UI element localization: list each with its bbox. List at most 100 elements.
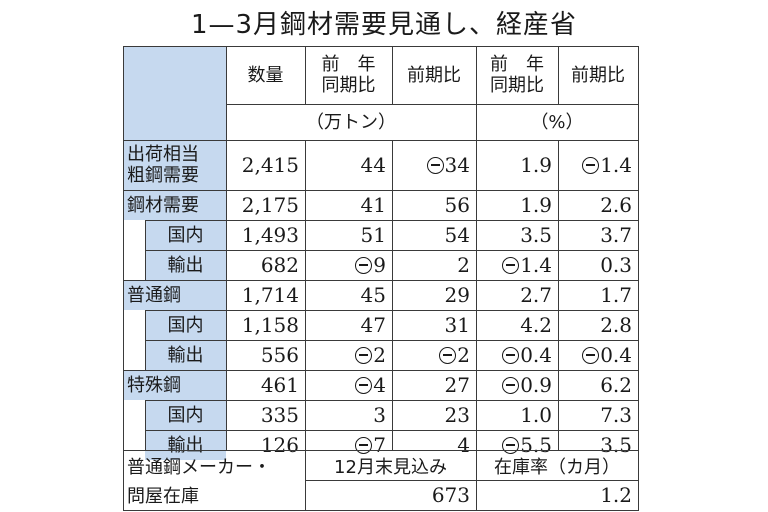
cell-qoq: 54 [444,223,470,247]
cell-qty: 556 [260,343,299,367]
row-label-bg [123,370,226,400]
cell-qoq_pct: 1.4 [558,140,638,190]
header-corner [123,46,226,140]
cell-qoq: 29 [444,283,470,307]
cell-qoq: 31 [444,313,470,337]
row-label: 輸出 [167,344,204,366]
indent-divider [145,310,146,370]
minus-circle-icon [502,346,520,364]
cell-qoq_pct: 2.8 [600,313,632,337]
header-yoy_pct: 前 年 同期比 [490,54,544,96]
cell-qty: 461 [260,373,299,397]
cell-yoy: 41 [360,193,386,217]
header-qoq: 前期比 [407,64,461,86]
row-divider [145,220,638,221]
row-label-bg [145,430,226,460]
row-label: 国内 [167,314,204,336]
cell-qoq: 2 [392,340,476,370]
row-divider [123,280,638,281]
minus-circle-icon [502,376,520,394]
row-label-bg [145,250,226,280]
cell-qoq: 2 [457,253,470,277]
column-divider [305,46,306,104]
indent-divider [145,220,146,280]
cell-qty: 1,493 [241,223,299,247]
cell-qty: 682 [260,253,299,277]
header-yoy: 前 年 同期比 [321,54,376,96]
minus-circle-icon [582,346,600,364]
cell-yoy: 4 [305,370,392,400]
inventory-december-value: 673 [431,483,470,507]
row-divider [145,340,638,341]
cell-yoy: 9 [305,250,392,280]
cell-yoy: 3 [373,403,386,427]
cell-yoy_pct: 1.0 [520,403,552,427]
row-divider [123,450,638,451]
cell-yoy_pct: 2.7 [520,283,552,307]
row-label: 普通鋼 [127,284,181,306]
cell-qoq_pct: 6.2 [600,373,632,397]
row-divider [145,400,638,401]
cell-qoq_pct: 1.7 [600,283,632,307]
unit-tons: （万トン） [306,111,396,133]
column-divider [558,46,559,104]
table-border-bottom [123,510,639,511]
cell-qoq_pct: 0.3 [600,253,632,277]
table-title: 1—3月鋼材需要見通し、経産省 [190,10,578,40]
indent-divider [145,400,146,450]
row-label-bg [145,340,226,370]
minus-circle-icon [355,376,373,394]
row-divider [145,310,638,311]
minus-circle-icon [502,256,520,274]
header-qty: 数量 [247,64,284,86]
cell-yoy_pct: 4.2 [520,313,552,337]
minus-circle-icon [502,436,520,454]
row-divider [123,370,638,371]
cell-yoy_pct: 1.4 [476,250,558,280]
row-label: 特殊鋼 [127,374,181,396]
cell-qty: 2,175 [241,193,299,217]
row-label-bg [123,280,226,310]
cell-qoq_pct: 7.3 [600,403,632,427]
row-label-bg [123,190,226,220]
row-divider [226,104,638,105]
minus-circle-icon [426,156,444,174]
cell-yoy: 51 [360,223,386,247]
cell-qoq_pct: 3.5 [600,433,632,457]
row-label: 鋼材需要 [127,194,199,216]
row-label: 出荷相当 粗鋼需要 [127,144,199,186]
cell-qoq: 27 [444,373,470,397]
inventory-ratio-value: 1.2 [600,483,632,507]
cell-qoq: 23 [444,403,470,427]
cell-yoy_pct: 5.5 [476,430,558,460]
minus-circle-icon [355,256,373,274]
minus-circle-icon [439,346,457,364]
cell-qoq: 4 [457,433,470,457]
row-divider [123,140,638,141]
column-divider [226,46,227,450]
cell-yoy_pct: 0.4 [476,340,558,370]
minus-circle-icon [355,346,373,364]
table-border-right [638,46,639,510]
cell-qoq_pct: 2.6 [600,193,632,217]
row-divider [305,480,638,481]
cell-yoy: 47 [360,313,386,337]
row-divider [145,250,638,251]
cell-yoy: 2 [305,340,392,370]
minus-circle-icon [355,436,373,454]
row-label-bg [123,140,226,190]
row-label-bg [145,220,226,250]
cell-yoy: 7 [305,430,392,460]
inventory-label-line2: 問屋在庫 [127,486,199,507]
cell-yoy_pct: 0.9 [476,370,558,400]
row-label: 輸出 [167,254,204,276]
cell-yoy_pct: 1.9 [520,153,552,177]
table-border-left [123,46,124,510]
cell-qoq_pct: 3.7 [600,223,632,247]
cell-qty: 1,714 [241,283,299,307]
row-divider [123,190,638,191]
cell-qty: 2,415 [241,153,299,177]
header-qoq_pct: 前期比 [571,64,625,86]
row-divider [145,430,638,431]
cell-yoy: 45 [360,283,386,307]
